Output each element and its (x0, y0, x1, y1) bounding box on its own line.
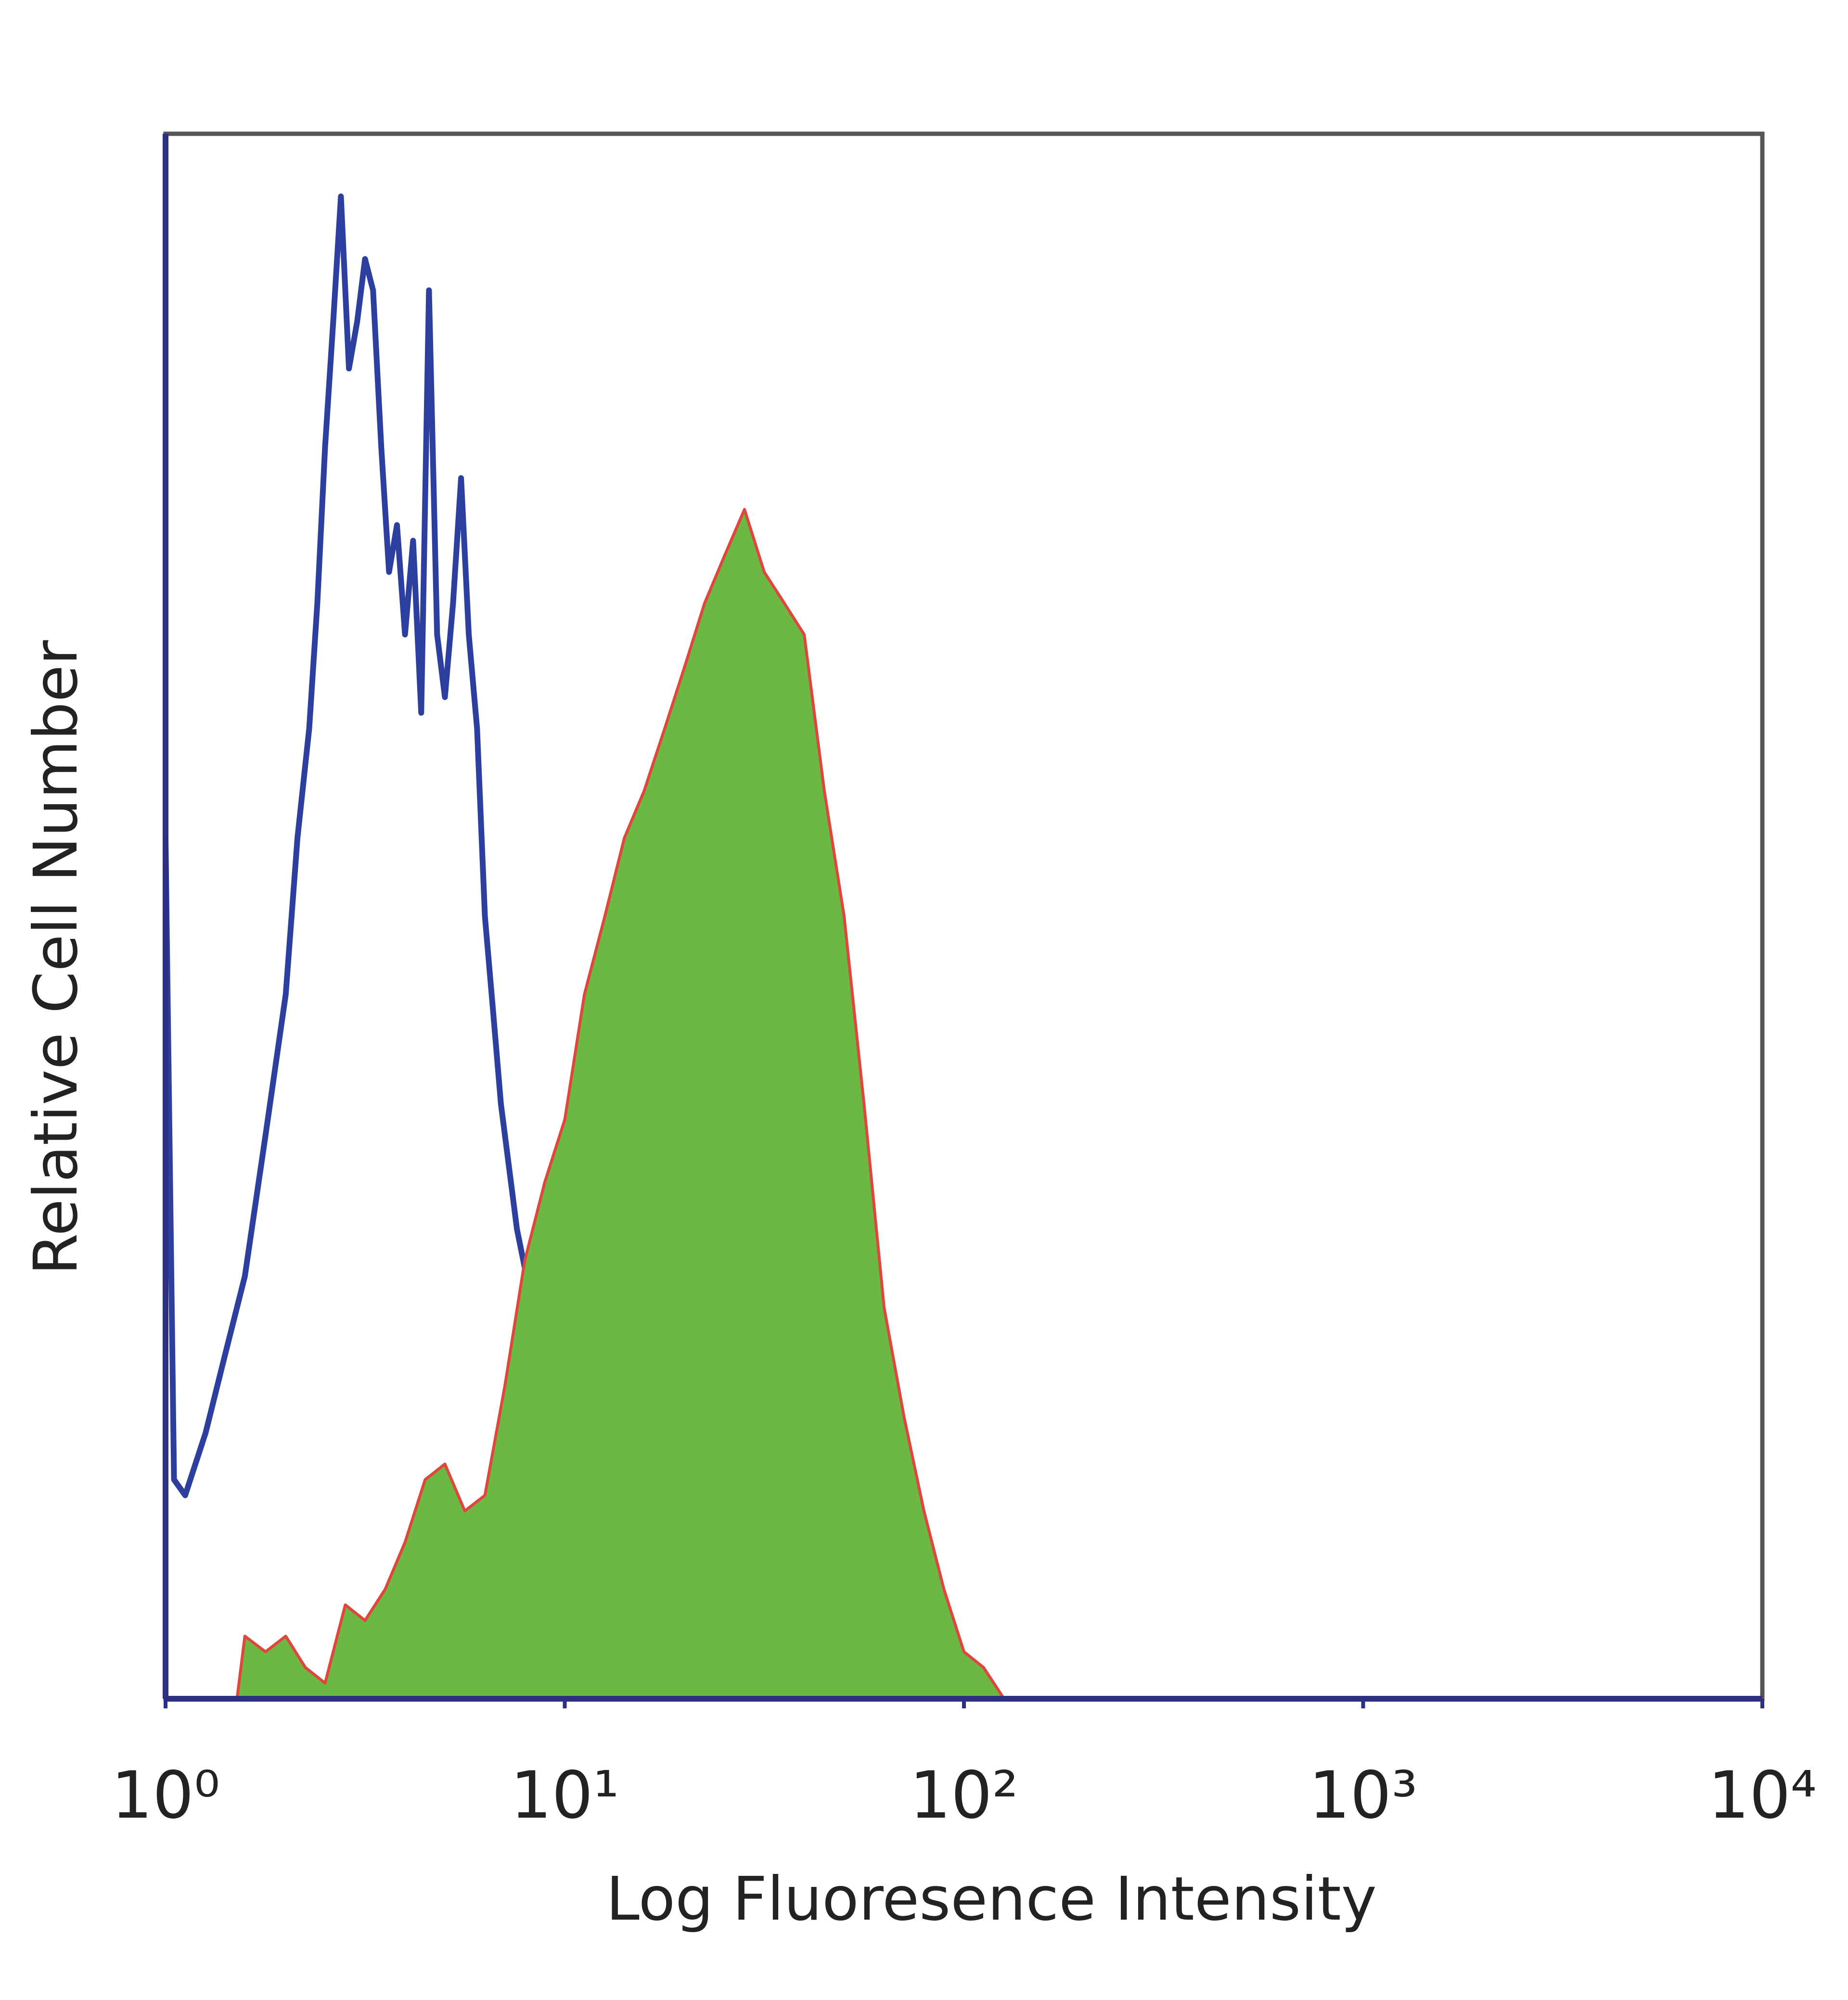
line (163, 193, 1762, 1702)
area (164, 508, 1764, 1700)
plot-frame (163, 131, 1765, 1701)
y-axis-title: Relative Cell Number (21, 640, 91, 1275)
x-tick-label: 10¹ (511, 1757, 619, 1833)
x-tick-label: 10⁰ (111, 1757, 220, 1833)
x-tick-label: 10³ (1309, 1757, 1418, 1833)
x-axis-title: Log Fluoresence Intensity (606, 1864, 1377, 1934)
x-tick-label: 10⁴ (1708, 1757, 1817, 1833)
x-tick-label: 10² (910, 1757, 1018, 1833)
